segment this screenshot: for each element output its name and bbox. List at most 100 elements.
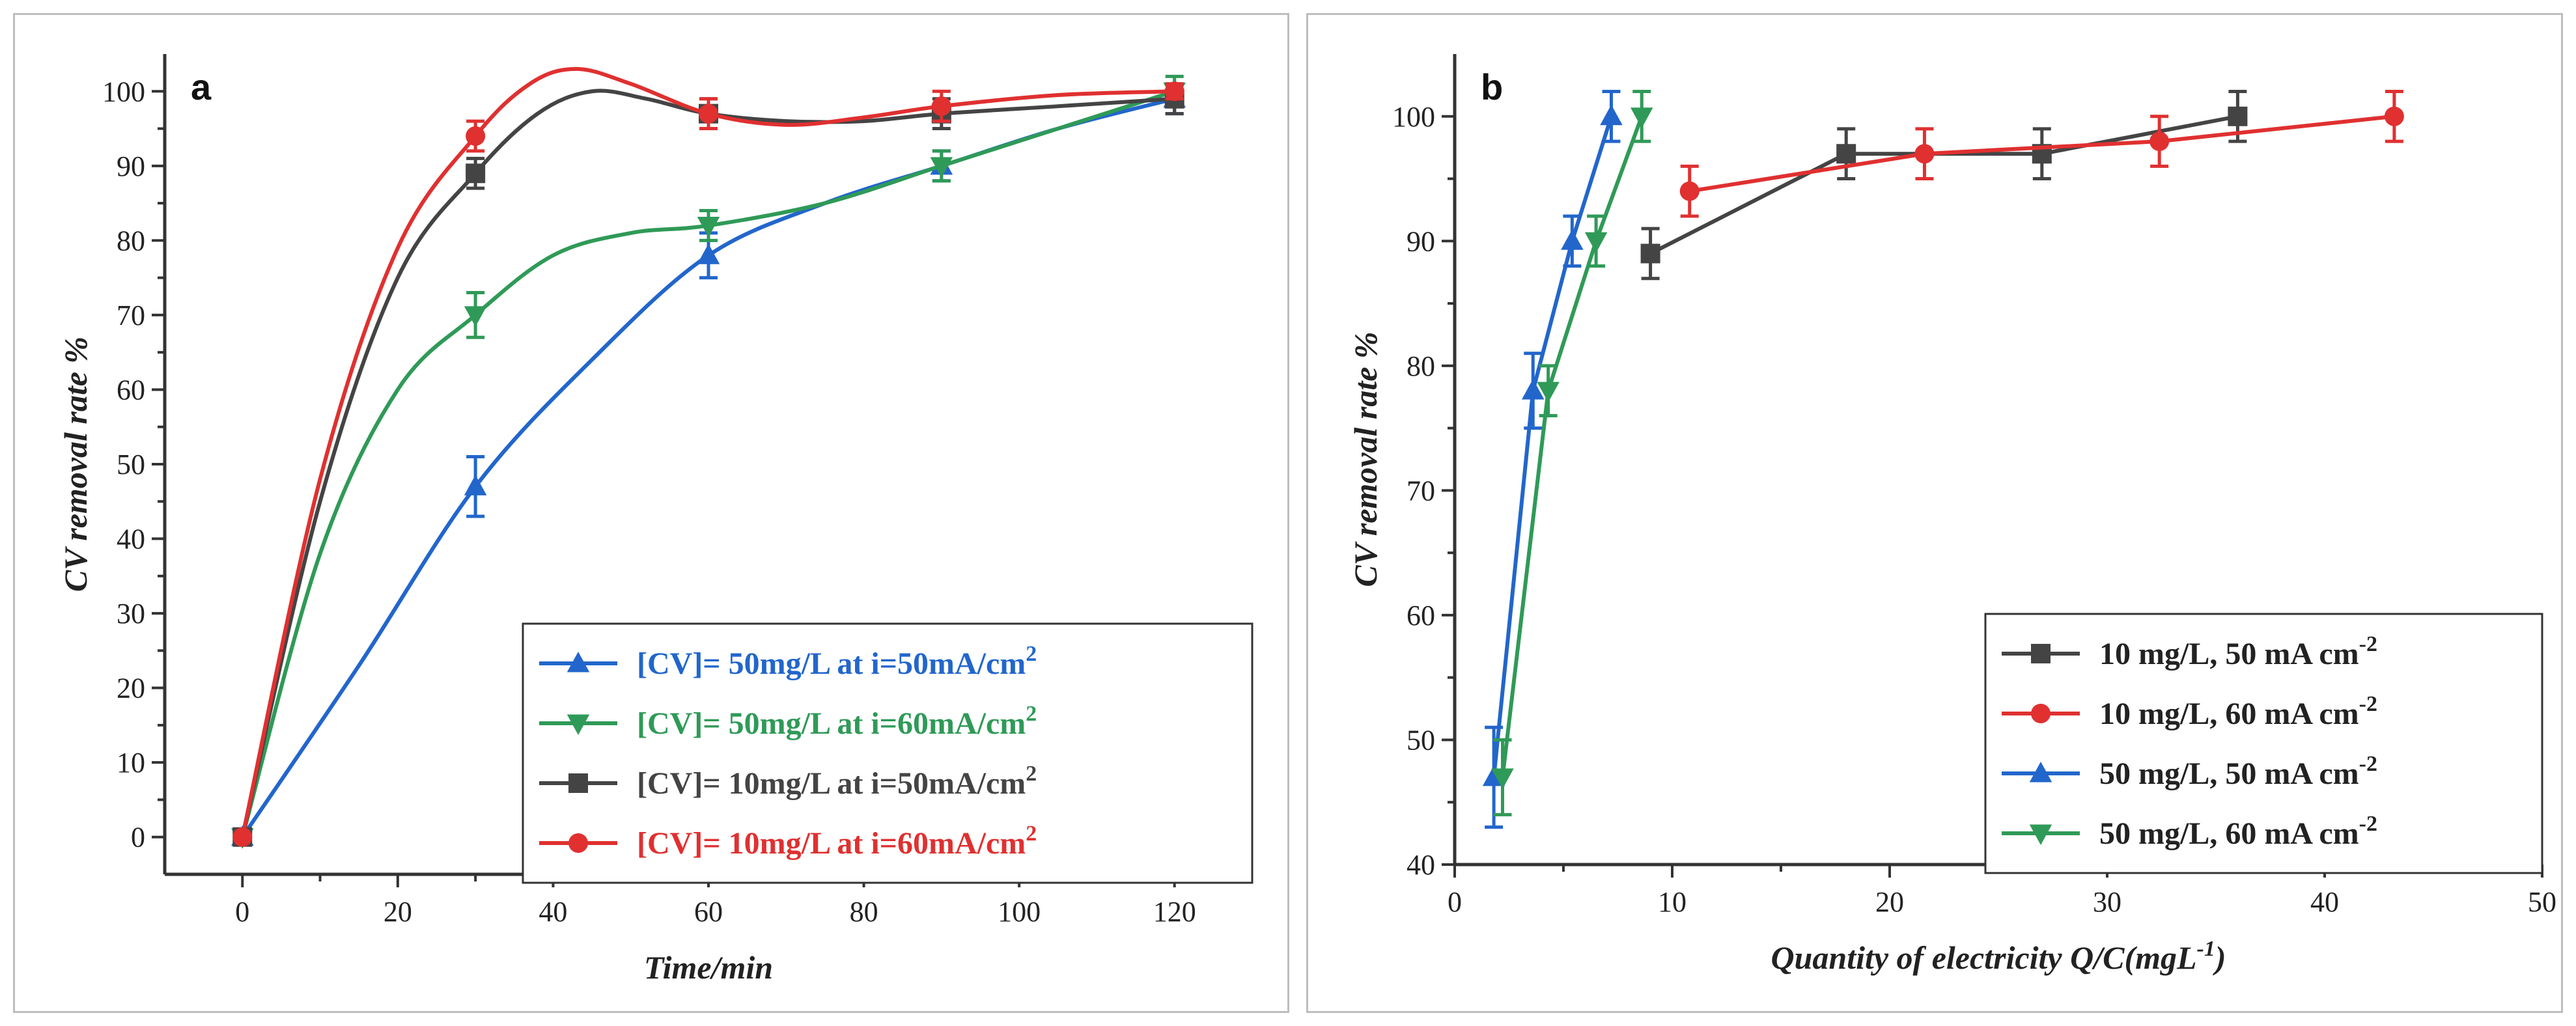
x-tick-label: 10	[1658, 886, 1687, 918]
legend-label-sup: 2	[1026, 702, 1037, 726]
x-tick-label: 40	[2310, 886, 2339, 918]
series-line	[1689, 114, 2395, 193]
legend-swatch-marker	[567, 714, 590, 735]
legend-swatch-marker	[568, 833, 588, 853]
y-axis-title: CV removal rate %	[57, 337, 94, 592]
y-tick-label: 0	[131, 822, 145, 853]
y-tick-label: 40	[117, 523, 145, 555]
legend-label: [CV]= 50mg/L at i=50mA/cm2	[637, 642, 1037, 681]
x-tick-label: 0	[1448, 886, 1462, 918]
x-tick-label: 20	[1875, 886, 1904, 918]
legend-swatch-marker	[2031, 704, 2051, 723]
y-axis-title: CV removal rate %	[1347, 331, 1384, 587]
series-line	[1492, 115, 1614, 778]
data-point	[1679, 181, 1700, 201]
legend-label-sup: -2	[2359, 752, 2377, 776]
data-point	[1584, 232, 1608, 253]
data-point	[1491, 768, 1514, 789]
series-3	[1491, 89, 1653, 816]
data-point	[930, 157, 953, 178]
x-tick-label: 60	[694, 896, 723, 928]
y-tick-label: 70	[1407, 475, 1435, 506]
y-tick-label: 80	[1407, 350, 1435, 382]
data-point	[1561, 229, 1584, 250]
legend-label-sup: 2	[1026, 642, 1037, 666]
data-point	[2228, 106, 2248, 126]
data-point	[1600, 104, 1623, 126]
y-tick-label: 10	[117, 747, 145, 779]
data-point	[1537, 381, 1560, 403]
data-point	[1914, 144, 1935, 164]
legend-label: 50 mg/L, 50 mA cm-2	[2099, 752, 2377, 791]
y-tick-label: 40	[1407, 849, 1435, 881]
chart-b-canvas: 0 10 20 30 40 50 40 50 60 70 80 90 100 Quantity of el…	[1347, 54, 2556, 976]
series-3	[232, 66, 1184, 847]
y-tick-label: 70	[117, 299, 145, 331]
legend-box	[1984, 613, 2543, 874]
legend-label-sup: 2	[1026, 822, 1037, 846]
legend-swatch-marker	[2029, 762, 2052, 783]
legend-swatch-marker	[2031, 644, 2051, 663]
legend-label-sup: 2	[1026, 762, 1037, 786]
data-point	[697, 243, 720, 264]
legend-label: 50 mg/L, 60 mA cm-2	[2099, 812, 2377, 851]
panel-label: b	[1481, 66, 1503, 107]
chart-panel-b: 0 10 20 30 40 50 40 50 60 70 80 90 100 Quantity of el…	[1306, 13, 2563, 1013]
legend-swatch-marker	[568, 773, 588, 793]
data-point	[1521, 379, 1545, 400]
legend-label-sup: -2	[2359, 632, 2377, 656]
series-line	[240, 89, 1175, 838]
legend: [CV]= 50mg/L at i=50mA/cm2 [CV]= 50mg/L a…	[522, 622, 1253, 884]
legend-swatch-marker	[567, 652, 590, 672]
legend-label: [CV]= 10mg/L at i=60mA/cm2	[637, 822, 1037, 861]
data-point	[2384, 106, 2404, 126]
series-1	[1679, 89, 2404, 218]
y-tick-label: 100	[102, 76, 145, 107]
y-tick-label: 60	[1407, 600, 1435, 631]
data-point	[232, 827, 253, 847]
x-tick-label: 30	[2093, 886, 2121, 918]
y-tick-label: 100	[1392, 101, 1435, 133]
legend-label: 10 mg/L, 60 mA cm-2	[2099, 692, 2377, 731]
legend-label: [CV]= 10mg/L at i=50mA/cm2	[637, 762, 1037, 801]
x-tick-label: 0	[235, 896, 249, 928]
x-axis-title-end: )	[2213, 939, 2226, 976]
legend-label: 10 mg/L, 50 mA cm-2	[2099, 632, 2377, 671]
y-tick-label: 30	[117, 598, 145, 630]
x-tick-label: 20	[384, 896, 412, 928]
data-point	[466, 163, 486, 184]
x-tick-label: 40	[539, 896, 567, 928]
y-tick-label: 50	[117, 449, 145, 480]
legend-box	[522, 622, 1253, 884]
y-tick-label: 60	[117, 374, 145, 406]
panel-label: a	[191, 66, 212, 107]
series-2	[1482, 89, 1623, 829]
data-point	[931, 96, 951, 117]
data-point	[697, 216, 720, 238]
data-point	[466, 126, 486, 146]
legend-label-sup: -2	[2359, 692, 2377, 716]
chart-a-canvas: 0 20 40 60 80 100 120 0 10 20 30 40 50 60 70 80 90 100 Tim…	[57, 54, 1253, 986]
series-line	[1500, 115, 1644, 778]
chart-panel-a: 0 20 40 60 80 100 120 0 10 20 30 40 50 60 70 80 90 100 Tim…	[13, 13, 1289, 1013]
y-tick-label: 20	[117, 672, 145, 704]
x-tick-label: 50	[2528, 886, 2556, 918]
y-tick-label: 90	[117, 150, 145, 182]
x-tick-label: 80	[850, 896, 878, 928]
data-point	[699, 104, 718, 124]
legend-label-sup: -2	[2359, 812, 2377, 836]
x-tick-label: 120	[1153, 896, 1196, 928]
x-axis-title: Time/min	[644, 949, 773, 986]
data-point	[1836, 144, 1856, 164]
x-axis-title: Quantity of electricity Q/C(mgL-1)	[1771, 937, 2226, 976]
y-tick-label: 50	[1407, 724, 1435, 756]
legend-label: [CV]= 50mg/L at i=60mA/cm2	[637, 702, 1037, 741]
data-point	[2149, 132, 2170, 152]
data-point	[1164, 81, 1184, 102]
data-point	[1630, 107, 1653, 128]
y-tick-label: 80	[117, 225, 145, 256]
data-point	[464, 306, 487, 327]
legend-swatch-marker	[2029, 824, 2052, 845]
y-tick-label: 90	[1407, 225, 1435, 257]
x-tick-label: 100	[998, 896, 1041, 928]
